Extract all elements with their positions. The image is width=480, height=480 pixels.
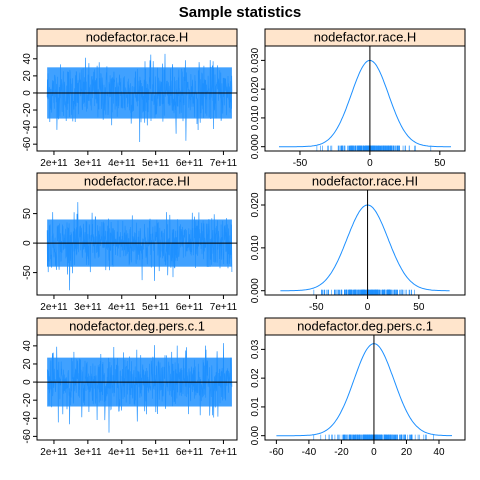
y-tick-label: -50 bbox=[22, 265, 33, 280]
y-tick-label: -40 bbox=[22, 119, 33, 134]
x-tick-label: 0 bbox=[365, 302, 371, 313]
x-tick-label: 2e+11 bbox=[40, 302, 68, 313]
plot-area bbox=[276, 335, 452, 440]
strip-label: nodefactor.race.H bbox=[86, 30, 189, 45]
rug bbox=[313, 434, 434, 440]
x-tick-label: 0 bbox=[367, 158, 373, 169]
x-tick-label: 7e+11 bbox=[210, 447, 238, 458]
x-tick-label: 50 bbox=[413, 302, 425, 313]
y-tick-label: 0.000 bbox=[250, 278, 261, 303]
y-tick-label: 0.030 bbox=[250, 47, 261, 72]
x-tick-label: -50 bbox=[293, 158, 308, 169]
trace-panel-3: nodefactor.race.HI 2e+11 3e+11 4e+11 5e+11 6e… bbox=[22, 172, 238, 313]
panels: nodefactor.race.H 2e+11 3e+11 4e+11 5e+11 6e+… bbox=[22, 28, 466, 458]
y-tick-label: 20 bbox=[22, 70, 33, 82]
y-tick-label: -20 bbox=[22, 102, 33, 117]
y-tick-label: 40 bbox=[22, 340, 33, 352]
y-tick-label: -20 bbox=[22, 393, 33, 408]
density-panel-6: nodefactor.deg.pers.c.1 -60 -40 -20 0 20 40 0.0… bbox=[250, 317, 466, 458]
y-tick-label: 0.020 bbox=[250, 192, 261, 217]
y-tick-label: 0.01 bbox=[250, 397, 261, 417]
y-tick-label: 0.020 bbox=[250, 76, 261, 101]
rug bbox=[313, 289, 415, 295]
x-tick-label: 2e+11 bbox=[40, 447, 68, 458]
panel-frame bbox=[264, 189, 466, 296]
density-curve bbox=[280, 204, 450, 292]
x-tick-label: 20 bbox=[401, 447, 413, 458]
y-tick-label: 0 bbox=[22, 379, 33, 385]
x-tick-label: -60 bbox=[269, 447, 284, 458]
y-tick-label: 0.010 bbox=[250, 105, 261, 130]
x-tick-label: 50 bbox=[434, 158, 446, 169]
trace-panel-5: nodefactor.deg.pers.c.1 2e+11 3e+11 4e+11 5e… bbox=[22, 317, 238, 458]
panel-frame bbox=[264, 334, 466, 441]
strip-label: nodefactor.deg.pers.c.1 bbox=[297, 319, 433, 334]
plot-area bbox=[37, 343, 237, 433]
y-tick-label: 0.000 bbox=[250, 134, 261, 159]
strip-label: nodefactor.race.HI bbox=[312, 174, 418, 189]
x-tick-label: -40 bbox=[302, 447, 317, 458]
strip-label: nodefactor.race.HI bbox=[84, 174, 190, 189]
y-tick-label: 0 bbox=[22, 240, 33, 246]
rug bbox=[316, 145, 432, 151]
figure-title: Sample statistics bbox=[179, 4, 302, 21]
x-tick-label: -20 bbox=[334, 447, 349, 458]
y-tick-label: -60 bbox=[22, 429, 33, 444]
panel-frame bbox=[36, 45, 238, 152]
strip-label: nodefactor.race.H bbox=[314, 30, 417, 45]
x-tick-label: 4e+11 bbox=[108, 158, 136, 169]
x-tick-label: 6e+11 bbox=[176, 158, 204, 169]
panel-frame bbox=[36, 189, 238, 296]
trace-panel-1: nodefactor.race.H 2e+11 3e+11 4e+11 5e+11 6e+… bbox=[22, 28, 238, 169]
plot-area bbox=[279, 46, 451, 151]
y-tick-label: 0.03 bbox=[250, 339, 261, 359]
strip-label: nodefactor.deg.pers.c.1 bbox=[69, 319, 205, 334]
x-tick-label: 2e+11 bbox=[40, 158, 68, 169]
x-tick-label: 5e+11 bbox=[142, 158, 170, 169]
x-tick-label: 40 bbox=[433, 447, 445, 458]
x-tick-label: 4e+11 bbox=[108, 447, 136, 458]
density-panel-2: nodefactor.race.H -50 0 50 0.000 0.010 0.020 0.… bbox=[250, 28, 466, 169]
x-tick-label: 3e+11 bbox=[74, 158, 102, 169]
y-tick-label: 50 bbox=[22, 208, 33, 220]
y-tick-label: 20 bbox=[22, 358, 33, 370]
density-curve bbox=[276, 343, 452, 437]
y-tick-label: 0.00 bbox=[250, 426, 261, 446]
x-tick-label: -50 bbox=[309, 302, 324, 313]
panel-frame bbox=[264, 45, 466, 152]
y-tick-label: 0.02 bbox=[250, 368, 261, 388]
plot-area bbox=[37, 53, 237, 143]
plot-area bbox=[280, 190, 450, 295]
x-tick-label: 7e+11 bbox=[210, 302, 238, 313]
x-tick-label: 0 bbox=[371, 447, 377, 458]
x-tick-label: 3e+11 bbox=[74, 447, 102, 458]
density-curve bbox=[279, 59, 451, 148]
y-tick-label: 40 bbox=[22, 53, 33, 65]
panel-frame bbox=[36, 334, 238, 441]
density-panel-4: nodefactor.race.HI -50 0 50 0.000 0.010 0.020 bbox=[250, 172, 466, 313]
x-tick-label: 5e+11 bbox=[142, 447, 170, 458]
x-tick-label: 7e+11 bbox=[210, 158, 238, 169]
y-tick-label: 0.010 bbox=[250, 235, 261, 260]
x-tick-label: 4e+11 bbox=[108, 302, 136, 313]
y-tick-label: -40 bbox=[22, 411, 33, 426]
x-tick-label: 3e+11 bbox=[74, 302, 102, 313]
x-tick-label: 6e+11 bbox=[176, 302, 204, 313]
y-tick-label: -60 bbox=[22, 137, 33, 152]
x-tick-label: 6e+11 bbox=[176, 447, 204, 458]
plot-area bbox=[37, 202, 237, 291]
y-tick-label: 0 bbox=[22, 90, 33, 96]
x-tick-label: 5e+11 bbox=[142, 302, 170, 313]
